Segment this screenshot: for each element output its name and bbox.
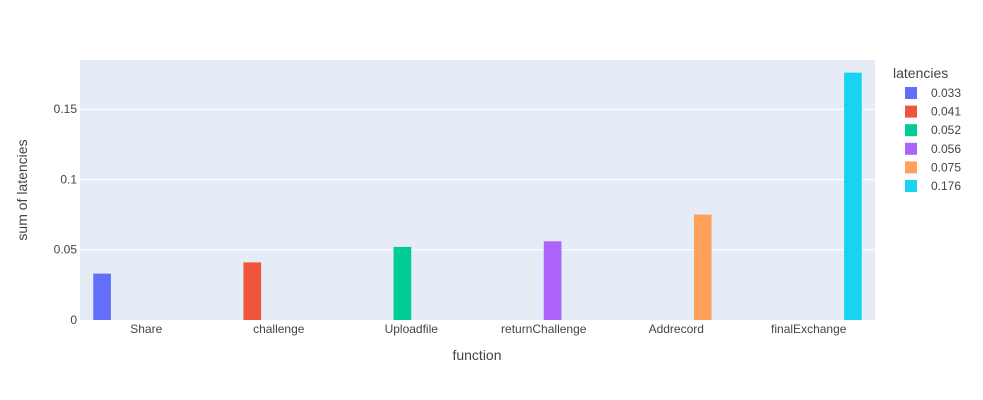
x-tick-labels: Share challenge Uploadfile returnChallenge A… <box>130 322 847 336</box>
x-tick-label: finalExchange <box>771 322 847 336</box>
y-tick-label: 0 <box>70 313 77 327</box>
x-tick-label: challenge <box>253 322 305 336</box>
gridlines <box>80 108 875 251</box>
bars <box>93 72 862 320</box>
legend-entry-label[interactable]: 0.056 <box>931 142 961 156</box>
legend-swatch[interactable] <box>905 105 917 118</box>
legend-swatch[interactable] <box>905 180 917 192</box>
x-tick-label: Share <box>130 322 162 336</box>
x-axis-title: function <box>452 347 501 363</box>
y-tick-label: 0.05 <box>54 243 78 257</box>
x-tick-label: Uploadfile <box>385 322 439 336</box>
legend-swatch[interactable] <box>905 142 917 155</box>
legend-entry-label[interactable]: 0.041 <box>931 105 961 119</box>
bar[interactable] <box>844 72 862 320</box>
y-axis-title: sum of latencies <box>14 139 30 240</box>
x-tick-label: returnChallenge <box>501 322 587 336</box>
x-tick-label: Addrecord <box>649 322 704 336</box>
y-tick-labels: 0 0.05 0.1 0.15 <box>54 102 78 327</box>
legend-entry-label[interactable]: 0.075 <box>931 160 961 174</box>
bar[interactable] <box>693 214 712 320</box>
legend-entry-label[interactable]: 0.033 <box>931 86 961 100</box>
y-tick-label: 0.1 <box>60 172 77 186</box>
legend: latencies 0.033 0.041 0.052 0.056 0.075 0.176 <box>893 65 961 193</box>
plot-background <box>80 60 875 320</box>
bar[interactable] <box>93 273 111 320</box>
bar[interactable] <box>243 262 262 320</box>
legend-swatch[interactable] <box>905 87 917 99</box>
legend-entry-label[interactable]: 0.052 <box>931 123 961 137</box>
y-tick-label: 0.15 <box>54 102 78 116</box>
legend-entry-label[interactable]: 0.176 <box>931 179 961 193</box>
legend-title: latencies <box>893 65 948 81</box>
bar[interactable] <box>393 246 412 320</box>
legend-swatch[interactable] <box>905 161 917 174</box>
bar[interactable] <box>543 241 562 320</box>
legend-swatch[interactable] <box>905 124 917 137</box>
